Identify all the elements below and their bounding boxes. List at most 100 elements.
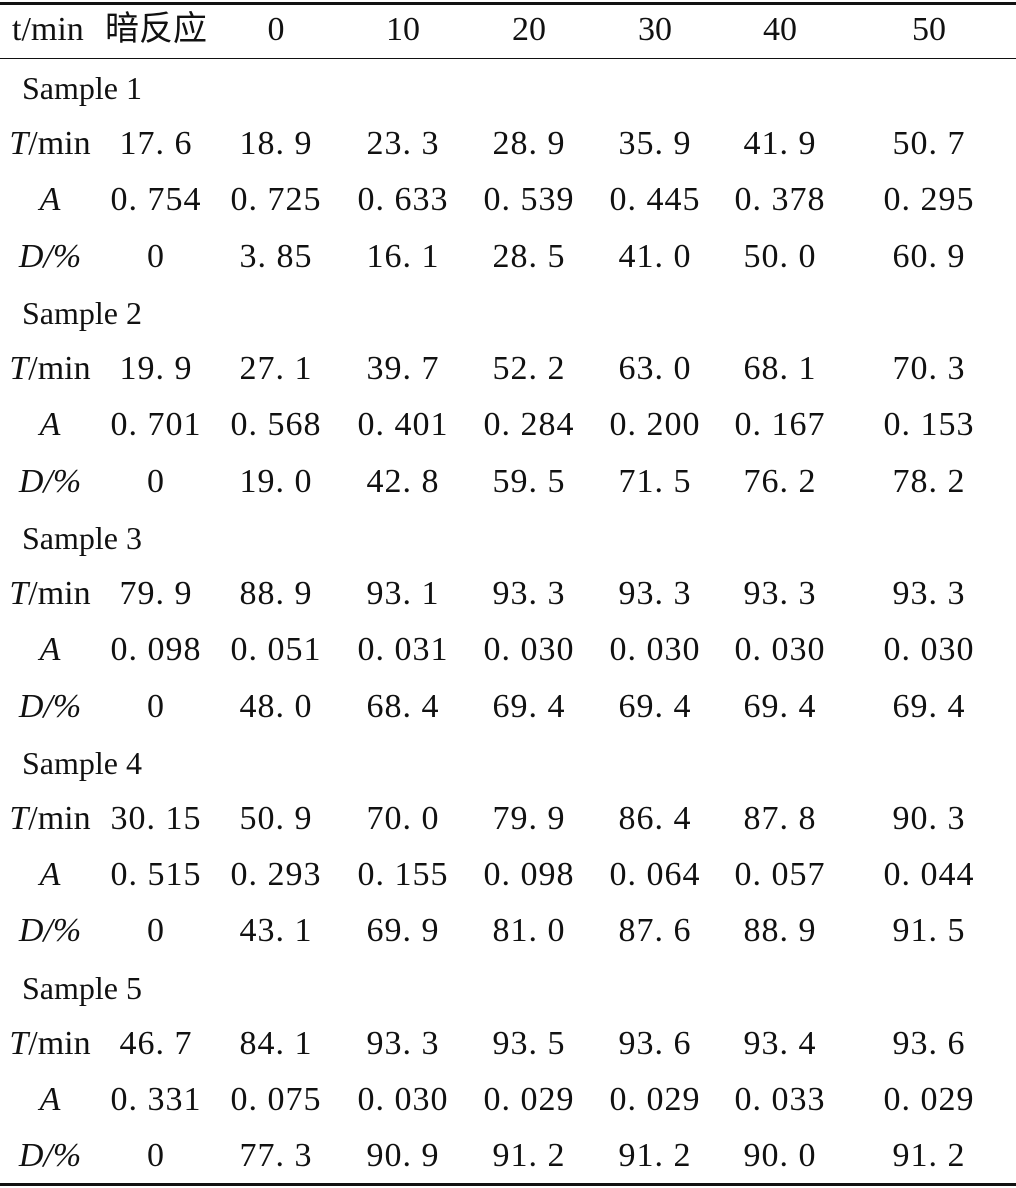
table-cell: 35. 9 [618,125,692,163]
table-bottom-rule [0,1183,1016,1186]
table-cell: 69. 4 [618,687,692,725]
table-cell: 27. 1 [239,350,313,388]
table-cell: 0 [147,237,165,275]
row-label-unit: /min [28,799,91,837]
table-cell: 50. 9 [239,799,313,837]
table-cell: 0. 057 [734,856,826,894]
header-cell-10: 10 [386,11,420,48]
table-cell: 0. 167 [734,406,826,444]
row-label-unit: /min [28,125,91,163]
row-label: T/min [0,116,100,172]
table-cell: 0. 051 [230,631,322,669]
table-body: Sample 1 T/min 17. 6 18. 9 23. 3 28. 9 35. 9 41… [0,60,1016,1184]
table-row: T/min 19. 9 27. 1 39. 7 52. 2 63. 0 68. 1 70. 3 [0,341,1016,397]
header-cell-20: 20 [512,11,546,48]
table-row: A 0. 754 0. 725 0. 633 0. 539 0. 445 0. 378 0. … [0,172,1016,228]
header-cell-0: 0 [267,11,285,48]
table-cell: 3. 85 [239,237,313,275]
row-label-variable: T [9,799,29,837]
table-row: T/min 17. 6 18. 9 23. 3 28. 9 35. 9 41. 9 50. 7 [0,116,1016,172]
sample-group-title: Sample 1 [22,70,142,106]
row-label: D/% [0,229,100,285]
sample-group-title: Sample 2 [22,294,142,331]
table-cell: 17. 6 [119,125,193,163]
table-cell: 30. 15 [110,799,202,837]
table-cell: 0. 029 [883,1081,975,1118]
row-label-variable: A [39,631,61,669]
table-cell: 23. 3 [366,125,440,163]
table-cell: 0. 031 [357,631,449,669]
row-label: D/% [0,454,100,510]
table-cell: 93. 5 [492,1024,566,1062]
table-cell: 93. 6 [892,1024,966,1062]
table-cell: 79. 9 [492,799,566,837]
row-label: A [0,622,100,678]
table-cell: 0. 044 [883,856,975,894]
table-cell: 28. 9 [492,125,566,163]
table-cell: 90. 0 [743,1137,817,1175]
row-label: A [0,1072,100,1128]
sample-group-title: Sample 4 [22,744,142,781]
row-label-variable: T [9,1024,29,1062]
table-cell: 43. 1 [239,912,313,950]
table-cell: 93. 1 [366,574,440,612]
table-cell: 0. 445 [609,181,701,219]
table-cell: 0 [147,912,165,950]
table-cell: 69. 4 [892,687,966,725]
row-label-unit: /min [28,574,91,612]
table-cell: 90. 3 [892,799,966,837]
table-cell: 0. 331 [110,1081,202,1118]
row-label-variable: A [39,1081,61,1118]
table-cell: 88. 9 [743,912,817,950]
row-label-variable: D/% [18,1137,82,1175]
table-cell: 68. 4 [366,687,440,725]
sample-group-title: Sample 5 [22,969,142,1006]
table-cell: 0. 293 [230,856,322,894]
table-cell: 0. 098 [110,631,202,669]
table-cell: 52. 2 [492,350,566,388]
table-cell: 48. 0 [239,687,313,725]
table-cell: 0. 029 [609,1081,701,1118]
table-cell: 70. 0 [366,799,440,837]
table-cell: 50. 0 [743,237,817,275]
header-cell-40: 40 [763,11,797,48]
table-row: T/min 46. 7 84. 1 93. 3 93. 5 93. 6 93. 4 93. 6 [0,1016,1016,1072]
row-label: A [0,397,100,453]
table-cell: 0. 030 [883,631,975,669]
table-cell: 0. 378 [734,181,826,219]
table-cell: 59. 5 [492,462,566,500]
table-cell: 69. 4 [492,687,566,725]
row-label: T/min [0,566,100,622]
table-cell: 19. 9 [119,350,193,388]
table-cell: 0. 568 [230,406,322,444]
row-label-variable: T [9,350,29,388]
table-cell: 41. 0 [618,237,692,275]
table-cell: 0. 064 [609,856,701,894]
table-cell: 0. 029 [483,1081,575,1118]
table-cell: 18. 9 [239,125,313,163]
table-cell: 60. 9 [892,237,966,275]
table-cell: 0. 075 [230,1081,322,1118]
row-label-variable: A [39,406,61,444]
table-cell: 0. 515 [110,856,202,894]
table-row: D/% 0 19. 0 42. 8 59. 5 71. 5 76. 2 78. 2 [0,453,1016,509]
header-cell-50: 50 [912,11,946,48]
table-cell: 46. 7 [119,1024,193,1062]
row-label: A [0,847,100,903]
table-header-rule [0,58,1016,59]
table-cell: 0. 153 [883,406,975,444]
row-label-unit: /min [28,1024,91,1062]
table-cell: 63. 0 [618,350,692,388]
table-row: D/% 0 48. 0 68. 4 69. 4 69. 4 69. 4 69. 4 [0,678,1016,734]
table-cell: 0. 633 [357,181,449,219]
table-cell: 87. 6 [618,912,692,950]
table-cell: 91. 2 [618,1137,692,1175]
sample-group-title: Sample 3 [22,519,142,556]
header-cell-dark-reaction: 暗反应 [105,11,207,48]
table-cell: 81. 0 [492,912,566,950]
table-cell: 69. 4 [743,687,817,725]
table-cell: 0. 030 [357,1081,449,1118]
table-row: A 0. 515 0. 293 0. 155 0. 098 0. 064 0. 057 0. … [0,847,1016,903]
table-cell: 91. 2 [492,1137,566,1175]
